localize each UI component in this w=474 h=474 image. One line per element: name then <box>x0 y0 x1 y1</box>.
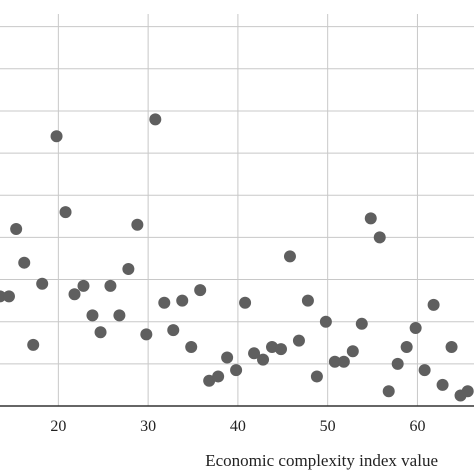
data-point <box>18 256 31 269</box>
data-point <box>328 355 341 368</box>
data-point <box>59 206 72 219</box>
x-tick-label: 20 <box>50 418 66 435</box>
data-point <box>113 309 126 322</box>
data-points <box>0 113 474 402</box>
data-point <box>274 343 287 356</box>
data-point <box>427 298 440 311</box>
grid-lines <box>0 14 474 406</box>
data-point <box>257 353 270 366</box>
data-point <box>131 218 144 231</box>
data-point <box>301 294 314 307</box>
data-point <box>104 279 117 292</box>
data-point <box>158 296 171 309</box>
data-point <box>283 250 296 263</box>
data-point <box>319 315 332 328</box>
data-point <box>94 326 107 339</box>
data-point <box>248 347 261 360</box>
data-point <box>68 288 81 301</box>
data-point <box>292 334 305 347</box>
data-point <box>149 113 162 126</box>
data-point <box>176 294 189 307</box>
data-point <box>364 212 377 225</box>
data-point <box>382 385 395 398</box>
data-point <box>230 364 243 377</box>
data-point <box>27 338 40 351</box>
data-point <box>86 309 99 322</box>
x-axis-title: Economic complexity index value <box>205 451 438 470</box>
data-point <box>140 328 153 341</box>
data-point <box>400 340 413 353</box>
data-point <box>355 317 368 330</box>
data-point <box>167 324 180 337</box>
data-point <box>77 279 90 292</box>
data-point <box>50 130 63 143</box>
x-tick-label: 60 <box>409 418 425 435</box>
data-point <box>36 277 49 290</box>
data-point <box>266 340 279 353</box>
data-point <box>436 378 449 391</box>
data-point <box>203 374 216 387</box>
data-point <box>418 364 431 377</box>
data-point <box>185 340 198 353</box>
data-point <box>373 231 386 244</box>
data-point <box>239 296 252 309</box>
data-point <box>445 340 458 353</box>
data-point <box>310 370 323 383</box>
data-point <box>391 357 404 370</box>
data-point <box>409 322 422 335</box>
data-point <box>337 355 350 368</box>
data-point <box>461 385 474 398</box>
data-point <box>2 290 15 303</box>
tick-labels: 20 30 40 50 60 <box>50 418 425 435</box>
data-point <box>212 370 225 383</box>
data-point <box>10 222 23 235</box>
data-point <box>221 351 234 364</box>
data-point <box>122 263 135 276</box>
x-tick-label: 50 <box>320 418 336 435</box>
data-point <box>346 345 359 358</box>
data-point <box>194 284 207 297</box>
x-tick-label: 30 <box>140 418 156 435</box>
x-tick-label: 40 <box>230 418 246 435</box>
